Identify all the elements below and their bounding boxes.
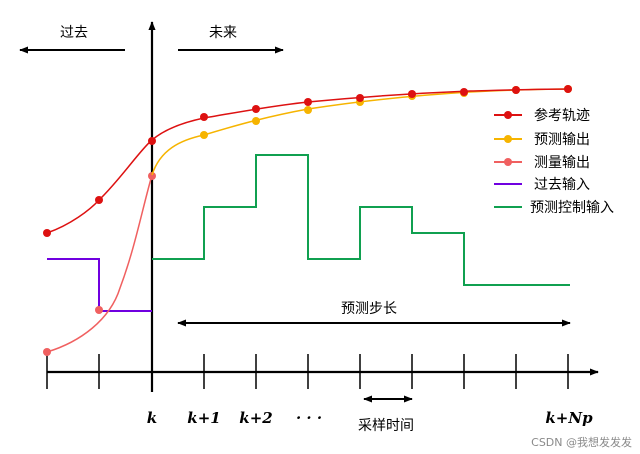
reference-trajectory-curve [46, 88, 571, 234]
reference-trajectory-point [148, 137, 156, 145]
past-input-line [47, 258, 152, 312]
tick-label-dots: · · · [296, 409, 322, 427]
predicted-output-point [304, 106, 312, 114]
predicted-control-input-line [152, 154, 570, 286]
measured-output-point [95, 306, 103, 314]
measured-output-curve [46, 174, 153, 353]
reference-trajectory-point [460, 88, 468, 96]
reference-trajectory-point [43, 229, 51, 237]
reference-trajectory-point [95, 196, 103, 204]
legend-label-measured-output: 测量输出 [534, 155, 590, 171]
prediction-horizon-label: 预测步长 [341, 301, 397, 317]
reference-trajectory-point [304, 98, 312, 106]
reference-trajectory-point [564, 85, 572, 93]
predicted-output-point [252, 117, 260, 125]
legend-label-predicted-output: 预测输出 [534, 132, 590, 148]
sampling-time-label: 采样时间 [358, 418, 414, 434]
past-label: 过去 [60, 25, 88, 41]
measured-output-point [148, 172, 156, 180]
legend-label-predicted-control-input: 预测控制输入 [530, 200, 614, 216]
reference-trajectory-point [512, 86, 520, 94]
reference-trajectory-point [252, 105, 260, 113]
legend-marker-measured-output [504, 158, 512, 166]
measured-output-point [43, 348, 51, 356]
legend-label-past-input: 过去输入 [534, 177, 590, 193]
legend-marker-predicted-output [504, 135, 512, 143]
legend-label-reference: 参考轨迹 [534, 107, 590, 124]
reference-trajectory-point [408, 90, 416, 98]
tick-label-k1: k+1 [187, 409, 220, 427]
legend-marker-reference [504, 111, 512, 119]
tick-label-k2: k+2 [239, 409, 272, 427]
future-label: 未来 [209, 25, 237, 41]
axis-ticks [46, 354, 569, 389]
reference-trajectory-point [356, 94, 364, 102]
legend: 参考轨迹 预测输出 测量输出 过去输入 预测控制输入 [494, 107, 614, 216]
reference-trajectory-point [200, 113, 208, 121]
watermark-text: CSDN @我想发发发 [531, 435, 632, 449]
tick-label-knp: k+Np [545, 409, 593, 427]
predicted-output-point [200, 131, 208, 139]
tick-label-k: k [147, 409, 157, 427]
